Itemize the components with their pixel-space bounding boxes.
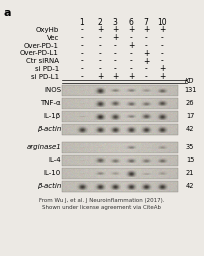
Text: -: - <box>130 33 132 42</box>
Text: -: - <box>81 25 83 34</box>
Bar <box>62 155 178 166</box>
Text: 42: 42 <box>186 126 194 132</box>
Text: 10: 10 <box>157 18 167 27</box>
Text: +: + <box>159 72 165 81</box>
Text: -: - <box>161 33 163 42</box>
Text: -: - <box>114 57 116 66</box>
Text: -: - <box>99 33 101 42</box>
Text: 131: 131 <box>184 87 196 93</box>
Text: +: + <box>112 72 118 81</box>
Text: +: + <box>128 25 134 34</box>
Text: -: - <box>114 41 116 50</box>
Text: Vec: Vec <box>47 35 59 41</box>
Text: +: + <box>143 49 149 58</box>
Text: -: - <box>81 49 83 58</box>
Bar <box>62 142 178 153</box>
Text: 1: 1 <box>80 18 84 27</box>
Text: -: - <box>130 65 132 73</box>
Text: iNOS: iNOS <box>44 87 61 93</box>
Text: 6: 6 <box>129 18 133 27</box>
Text: si PD-1: si PD-1 <box>35 66 59 72</box>
Text: +: + <box>128 41 134 50</box>
Text: 7: 7 <box>144 18 149 27</box>
Text: IL-10: IL-10 <box>44 170 61 176</box>
Bar <box>62 168 178 179</box>
Text: -: - <box>161 41 163 50</box>
Text: 17: 17 <box>186 113 194 119</box>
Bar <box>62 124 178 135</box>
Text: -: - <box>99 41 101 50</box>
Text: -: - <box>130 57 132 66</box>
Text: -: - <box>99 49 101 58</box>
Text: 15: 15 <box>186 157 194 163</box>
Text: 3: 3 <box>113 18 118 27</box>
Text: si PD-L1: si PD-L1 <box>31 74 59 80</box>
Text: Over-PD-L1: Over-PD-L1 <box>20 50 59 56</box>
Text: Ctr siRNA: Ctr siRNA <box>26 58 59 64</box>
Text: 21: 21 <box>186 170 194 176</box>
Text: -: - <box>145 33 147 42</box>
Text: +: + <box>97 25 103 34</box>
Text: -: - <box>99 57 101 66</box>
Text: -: - <box>81 65 83 73</box>
Text: -: - <box>161 57 163 66</box>
Text: +: + <box>159 25 165 34</box>
Text: -: - <box>145 72 147 81</box>
Text: TNF-α: TNF-α <box>40 100 61 106</box>
Text: Over-PD-1: Over-PD-1 <box>24 42 59 48</box>
Text: -: - <box>81 41 83 50</box>
Text: 26: 26 <box>186 100 194 106</box>
Text: -: - <box>81 72 83 81</box>
Text: -: - <box>161 49 163 58</box>
Text: a: a <box>3 8 10 18</box>
Text: 2: 2 <box>98 18 102 27</box>
Text: OxyHb: OxyHb <box>36 27 59 33</box>
Text: +: + <box>159 65 165 73</box>
Text: IL-4: IL-4 <box>48 157 61 163</box>
Text: KD: KD <box>185 78 195 84</box>
Text: +: + <box>112 33 118 42</box>
Bar <box>62 111 178 122</box>
Text: +: + <box>143 25 149 34</box>
Bar <box>62 98 178 109</box>
Text: 42: 42 <box>186 183 194 189</box>
Text: From Wu J, et al. J Neuroinflammation (2017).
Shown under license agreement via : From Wu J, et al. J Neuroinflammation (2… <box>39 198 165 210</box>
Text: IL-1β: IL-1β <box>44 113 61 119</box>
Text: -: - <box>145 41 147 50</box>
Text: +: + <box>97 72 103 81</box>
Bar <box>62 180 178 191</box>
Text: -: - <box>99 65 101 73</box>
Text: -: - <box>114 49 116 58</box>
Bar <box>62 84 178 95</box>
Text: -: - <box>81 57 83 66</box>
Text: -: - <box>145 65 147 73</box>
Text: -: - <box>81 33 83 42</box>
Text: +: + <box>112 25 118 34</box>
Text: +: + <box>143 57 149 66</box>
Text: -: - <box>114 65 116 73</box>
Text: +: + <box>128 72 134 81</box>
Text: arginase1: arginase1 <box>26 144 61 150</box>
Text: -: - <box>130 49 132 58</box>
Text: β-actin: β-actin <box>37 183 61 189</box>
Text: 35: 35 <box>186 144 194 150</box>
Text: β-actin: β-actin <box>37 126 61 132</box>
